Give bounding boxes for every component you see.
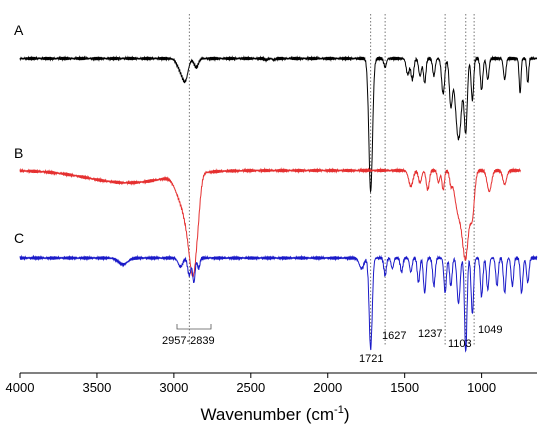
annotation-1721: 1721 (359, 353, 383, 365)
annotation-1627: 1627 (382, 330, 406, 342)
annotation-2957-2839: 2957-2839 (162, 335, 215, 347)
x-tick-label-1500: 1500 (390, 380, 419, 395)
panel-label-b: B (14, 145, 23, 161)
x-tick-label-1000: 1000 (467, 380, 496, 395)
peak-annotations: 2957-2839 1721 1627 1237 1103 1049 (162, 324, 502, 365)
series-line-c (19, 254, 538, 353)
x-axis-label-main: Wavenumber (cm (201, 405, 335, 424)
x-axis-label-close: ) (344, 405, 350, 424)
series-line-b (19, 167, 521, 278)
annotation-1103: 1103 (448, 338, 472, 350)
x-axis-label: Wavenumber (cm-1) (201, 404, 350, 424)
annotation-1049: 1049 (478, 324, 502, 336)
x-tick-label-2000: 2000 (313, 380, 342, 395)
x-axis-ticks: 4000 3500 3000 2500 2000 1500 1000 (6, 373, 496, 395)
x-axis-label-superscript: -1 (334, 404, 344, 416)
x-tick-label-3000: 3000 (159, 380, 188, 395)
x-tick-label-2500: 2500 (236, 380, 265, 395)
panel-label-c: C (14, 230, 24, 246)
spectra-series (19, 55, 538, 353)
series-line-a (19, 55, 538, 194)
range-bracket (176, 324, 212, 330)
panel-label-a: A (14, 22, 24, 38)
annotation-1237: 1237 (418, 328, 442, 340)
x-tick-label-3500: 3500 (82, 380, 111, 395)
x-tick-label-4000: 4000 (6, 380, 35, 395)
